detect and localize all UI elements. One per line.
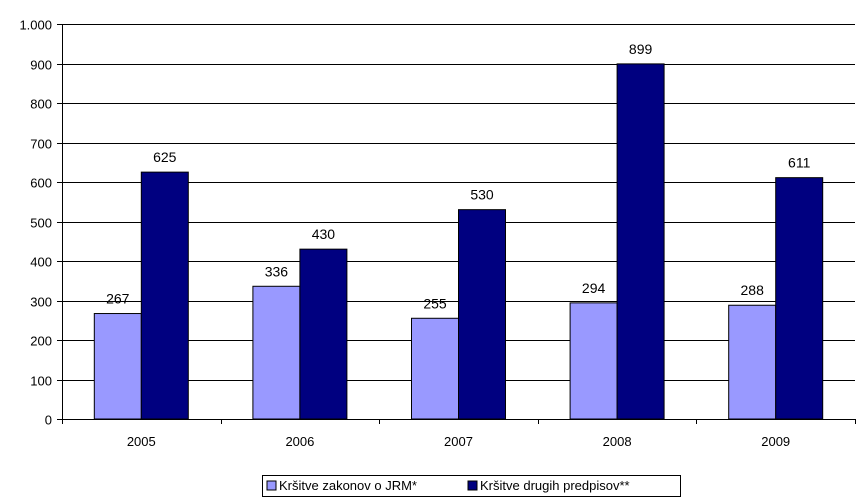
bar-series-1 bbox=[569, 302, 618, 420]
bars bbox=[93, 63, 824, 420]
x-tick-label: 2008 bbox=[603, 434, 632, 449]
data-label: 530 bbox=[470, 187, 494, 203]
data-label: 430 bbox=[312, 226, 336, 242]
legend-swatch bbox=[467, 480, 478, 491]
bar-series-1 bbox=[728, 304, 777, 420]
y-tick-label: 0 bbox=[45, 413, 52, 428]
y-tick-label: 900 bbox=[30, 58, 52, 73]
x-tick-label: 2006 bbox=[285, 434, 314, 449]
x-axis-ticks: 2005 2006 2007 2008 2009 bbox=[62, 419, 856, 449]
bar-series-2 bbox=[616, 63, 665, 420]
x-tick-label: 2007 bbox=[444, 434, 473, 449]
bar-series-2 bbox=[775, 177, 824, 420]
y-tick-label: 600 bbox=[30, 176, 52, 191]
data-label: 288 bbox=[741, 282, 765, 298]
y-tick-label: 800 bbox=[30, 97, 52, 112]
data-label: 611 bbox=[788, 155, 811, 171]
data-label: 625 bbox=[153, 149, 177, 165]
bar-series-2 bbox=[140, 171, 189, 420]
bar-series-2 bbox=[299, 248, 348, 420]
legend-label: Kršitve zakonov o JRM* bbox=[279, 478, 417, 493]
bar-series-2 bbox=[458, 209, 506, 420]
legend-swatch bbox=[266, 480, 277, 491]
y-tick-label: 400 bbox=[30, 255, 52, 270]
y-tick-label: 500 bbox=[30, 216, 52, 231]
legend: Kršitve zakonov o JRM* Kršitve drugih pre… bbox=[262, 475, 681, 497]
y-tick-label: 300 bbox=[30, 295, 52, 310]
legend-label: Kršitve drugih predpisov** bbox=[480, 478, 630, 493]
bar-series-1 bbox=[93, 313, 142, 420]
y-tick-label: 200 bbox=[30, 334, 52, 349]
data-label: 336 bbox=[265, 263, 289, 279]
y-tick-label: 700 bbox=[30, 137, 52, 152]
y-tick-label: 1.000 bbox=[19, 18, 52, 33]
bar-series-1 bbox=[252, 285, 301, 420]
y-tick-label: 100 bbox=[30, 374, 52, 389]
data-label: 899 bbox=[629, 41, 653, 57]
data-label: 294 bbox=[582, 280, 606, 296]
bar-series-1 bbox=[411, 317, 459, 420]
x-tick-label: 2005 bbox=[127, 434, 156, 449]
axes bbox=[62, 24, 855, 420]
y-axis-ticks: 0 100 200 300 400 500 600 700 800 900 1.000 bbox=[19, 18, 62, 428]
x-tick-label: 2009 bbox=[761, 434, 790, 449]
data-labels: 267 336 255 294 288 625 430 530 899 611 bbox=[106, 41, 810, 311]
data-label: 267 bbox=[106, 291, 130, 307]
data-label: 255 bbox=[423, 295, 447, 311]
